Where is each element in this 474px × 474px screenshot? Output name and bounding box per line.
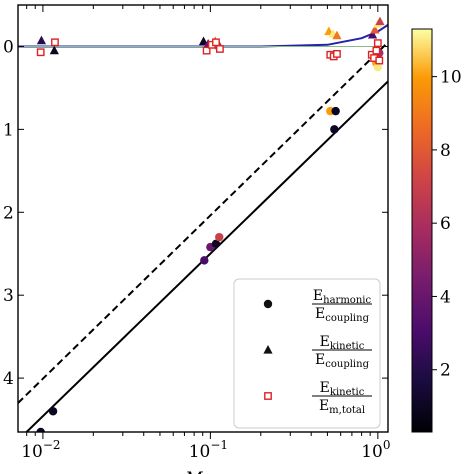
circle-point-9 <box>330 125 339 134</box>
legend-marker-3 <box>264 392 272 400</box>
square-open-point-14 <box>375 56 384 65</box>
triangle-point-11 <box>370 24 380 34</box>
legend-box <box>233 278 381 429</box>
legend-numerator-1: Eharmonic <box>313 288 372 306</box>
legend-numerator-2: Ekinetic <box>320 334 365 352</box>
triangle-point-10 <box>367 29 378 39</box>
x-tick-base: 10 <box>361 442 383 462</box>
colorbar-tick-label-1: 2 <box>440 361 451 381</box>
x-axis-label: M <box>184 469 203 474</box>
legend-num-main: E <box>313 288 323 304</box>
x-tick-base: 10 <box>189 442 211 462</box>
triangle-point-1 <box>36 35 47 45</box>
legend-denominator-2: Ecoupling <box>315 352 370 370</box>
y-tick-label-5: 4 <box>3 369 14 389</box>
legend-den-main: E <box>315 352 325 368</box>
x-tick-base: 10 <box>21 442 43 462</box>
circle-point-12 <box>373 62 383 72</box>
reference-line-2 <box>18 41 388 404</box>
x-tick-exponent: −1 <box>210 438 228 452</box>
square-open-point-5 <box>212 38 220 47</box>
square-open-point-2 <box>51 38 59 47</box>
legend: EharmonicEcouplingEkineticEcouplingEkine… <box>233 278 381 429</box>
legend-den-main: E <box>319 398 329 414</box>
legend-denominator-1: Ecoupling <box>315 306 370 324</box>
colorbar-tick-label-5: 10 <box>440 68 462 88</box>
triangle-point-9 <box>332 30 342 40</box>
legend-den-sub: coupling <box>325 313 369 324</box>
y-tick-label-3: 2 <box>3 203 14 223</box>
colorbar-tick-label-2: 4 <box>440 287 451 307</box>
x-tick-exponent: −2 <box>43 438 61 452</box>
square-open-point-1 <box>36 48 45 57</box>
circle-point-2 <box>48 407 58 416</box>
legend-denominator-3: Em,total <box>319 398 365 416</box>
square-open-point-3 <box>202 46 211 55</box>
circle-point-8 <box>331 106 340 116</box>
legend-den-sub: coupling <box>325 359 369 370</box>
x-tick-label-3: 100 <box>361 438 390 462</box>
legend-marker-1 <box>263 299 273 309</box>
legend-num-main: E <box>320 334 330 350</box>
y-tick-label-4: 3 <box>3 286 14 306</box>
x-tick-label-2: 10−1 <box>189 438 228 462</box>
y-tick-label-2: 1 <box>3 120 14 140</box>
x-axis: 10−2 10−1 100 <box>21 5 390 462</box>
square-open-point-9 <box>333 50 341 58</box>
legend-den-sub: m,total <box>329 405 365 416</box>
legend-num-sub: harmonic <box>323 295 371 306</box>
colorbar: 2 4 6 8 10 M <box>411 28 474 433</box>
y-axis: 0 1 2 3 4 <box>3 37 388 389</box>
colorbar-label: M <box>469 230 474 249</box>
legend-marker-2 <box>263 345 273 354</box>
x-tick-label-1: 10−2 <box>21 438 60 462</box>
legend-numerator-3: Ekinetic <box>320 380 365 398</box>
colorbar-tick-label-3: 6 <box>440 214 451 234</box>
legend-den-main: E <box>315 306 325 322</box>
square-open-point-13 <box>373 39 382 48</box>
y-tick-label-1: 0 <box>3 37 14 57</box>
legend-num-main: E <box>320 380 330 396</box>
circle-point-3 <box>200 256 209 265</box>
x-tick-exponent: 0 <box>383 438 391 452</box>
colorbar-gradient <box>411 28 433 433</box>
legend-num-sub: kinetic <box>330 341 365 352</box>
colorbar-tick-label-4: 8 <box>440 141 451 161</box>
circle-point-6 <box>215 232 224 242</box>
legend-num-sub: kinetic <box>330 387 365 398</box>
triangle-point-2 <box>49 45 59 55</box>
circle-point-1 <box>36 427 45 432</box>
square-open-point-12 <box>372 46 381 55</box>
triangle-point-3 <box>198 36 209 46</box>
circle-point-5 <box>211 239 221 248</box>
square-open-point-6 <box>216 45 224 53</box>
data-points <box>36 16 385 432</box>
triangle-point-13 <box>375 16 385 26</box>
